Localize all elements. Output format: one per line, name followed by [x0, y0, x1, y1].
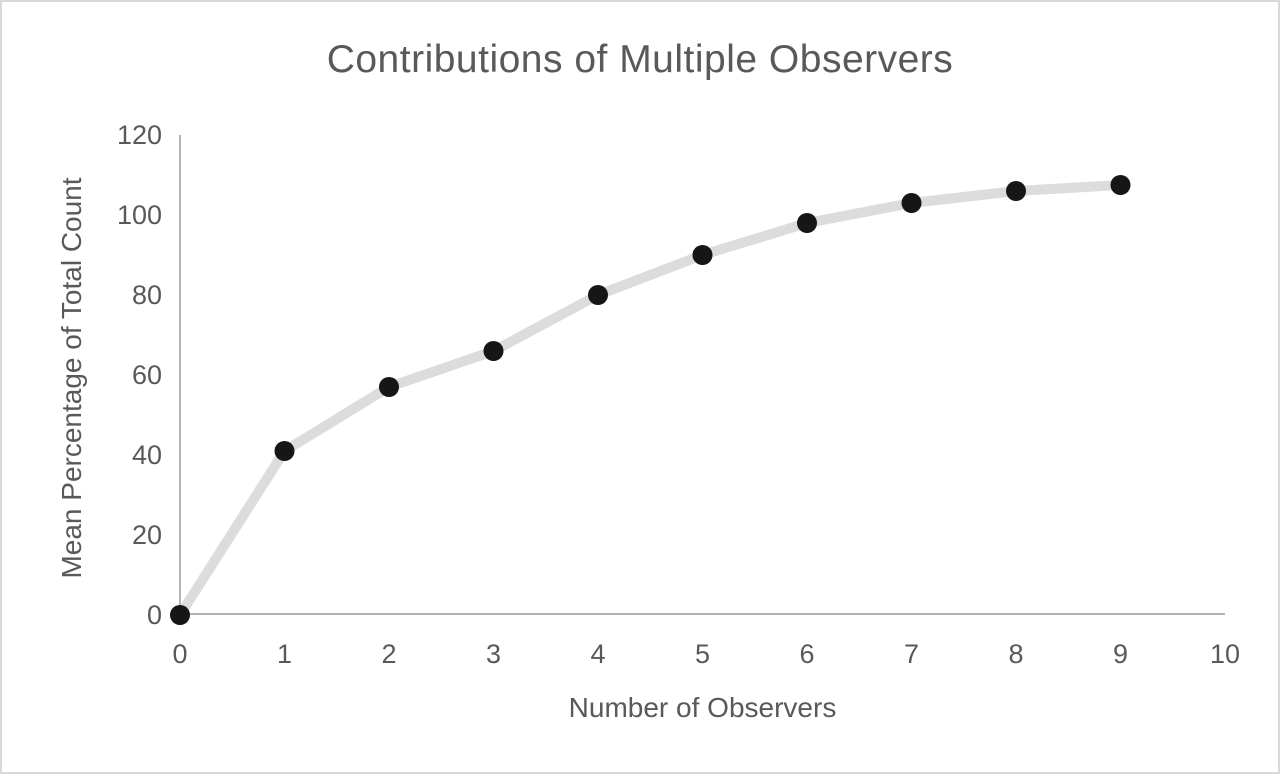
data-point [274, 441, 295, 461]
data-point [588, 285, 608, 305]
data-point [170, 605, 190, 625]
data-point [797, 213, 817, 233]
y-tick-label: 100 [117, 200, 162, 230]
chart-title: Contributions of Multiple Observers [326, 38, 954, 81]
y-tick-label: 80 [132, 280, 162, 310]
x-tick-label: 9 [1113, 639, 1128, 669]
x-tick-label: 6 [799, 639, 814, 669]
data-point [1110, 175, 1131, 195]
y-tick-label: 60 [132, 360, 162, 390]
x-tick-label: 3 [486, 639, 501, 669]
x-tick-label: 8 [1008, 639, 1023, 669]
x-axis-title: Number of Observers [568, 692, 837, 723]
y-tick-label: 40 [132, 440, 162, 470]
series-line [175, 180, 1126, 620]
data-point [483, 341, 504, 361]
x-tick-label: 1 [277, 639, 292, 669]
x-tick-label: 2 [381, 639, 396, 669]
x-tick-label: 7 [904, 639, 919, 669]
x-tick-label: 10 [1210, 639, 1240, 669]
data-point [692, 245, 713, 265]
y-tick-label: 120 [117, 120, 162, 150]
y-tick-label: 20 [132, 520, 162, 550]
data-point [1006, 181, 1026, 201]
x-tick-label: 5 [695, 639, 710, 669]
data-point [379, 377, 399, 397]
data-point [901, 193, 922, 213]
x-tick-label: 4 [590, 639, 605, 669]
x-tick-label: 0 [172, 639, 187, 669]
y-tick-label: 0 [147, 600, 162, 630]
